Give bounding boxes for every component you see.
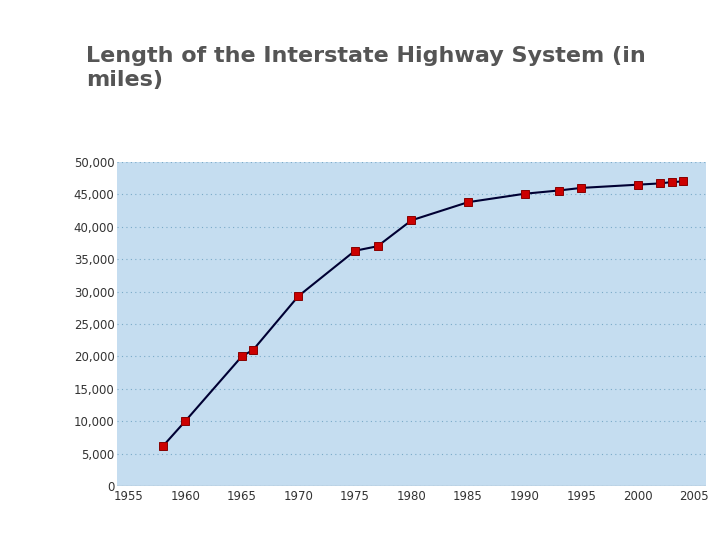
Text: Length of the Interstate Highway System (in
miles): Length of the Interstate Highway System …	[86, 46, 646, 90]
